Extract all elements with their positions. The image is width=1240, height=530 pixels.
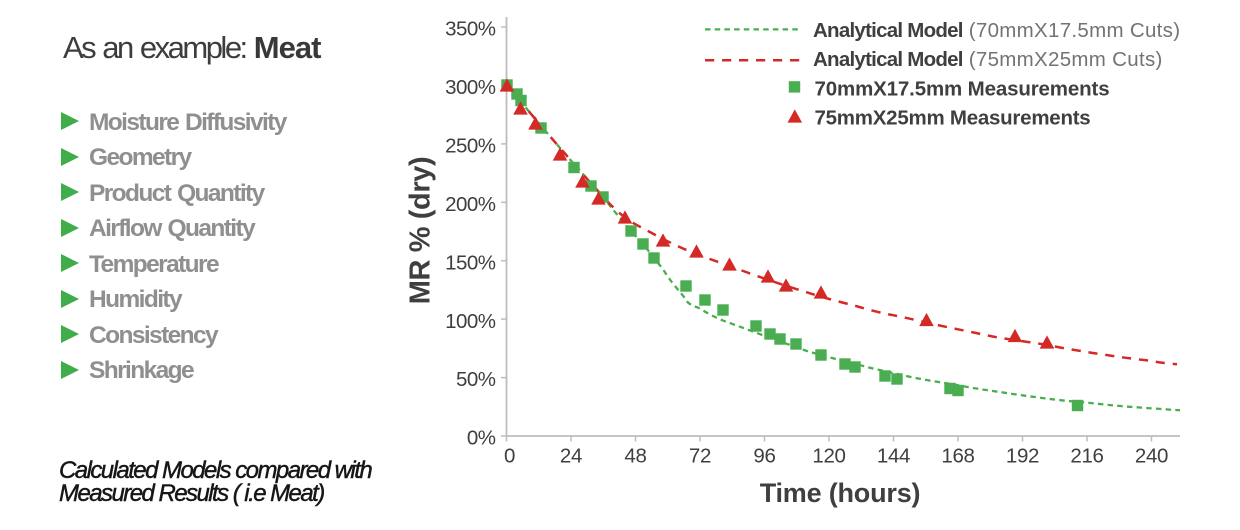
svg-text:0: 0 <box>504 445 515 468</box>
svg-text:300%: 300% <box>445 76 496 99</box>
svg-text:96: 96 <box>753 445 775 468</box>
svg-text:48: 48 <box>624 445 646 468</box>
svg-text:MR % (dry): MR % (dry) <box>405 157 437 304</box>
svg-text:192: 192 <box>1006 445 1039 468</box>
svg-text:216: 216 <box>1070 445 1103 468</box>
svg-text:0%: 0% <box>467 427 496 450</box>
svg-text:240: 240 <box>1135 445 1168 468</box>
svg-text:168: 168 <box>941 445 974 468</box>
svg-text:350%: 350% <box>445 18 496 41</box>
svg-text:24: 24 <box>560 445 582 468</box>
svg-text:75mmX25mm Measurements: 75mmX25mm Measurements <box>815 107 1091 130</box>
svg-text:Analytical Model (70mmX17.5mm: Analytical Model (70mmX17.5mm Cuts) <box>813 19 1180 42</box>
svg-text:100%: 100% <box>445 310 496 333</box>
svg-text:Analytical Model (75mmX25mm Cu: Analytical Model (75mmX25mm Cuts) <box>813 48 1163 71</box>
svg-text:50%: 50% <box>456 368 496 391</box>
svg-text:120: 120 <box>812 445 845 468</box>
svg-text:150%: 150% <box>445 251 496 274</box>
svg-text:Time (hours): Time (hours) <box>760 478 921 508</box>
svg-text:250%: 250% <box>445 135 496 158</box>
svg-text:72: 72 <box>689 445 711 468</box>
svg-text:200%: 200% <box>445 193 496 216</box>
svg-text:70mmX17.5mm Measurements: 70mmX17.5mm Measurements <box>815 77 1110 100</box>
svg-text:144: 144 <box>877 445 910 468</box>
